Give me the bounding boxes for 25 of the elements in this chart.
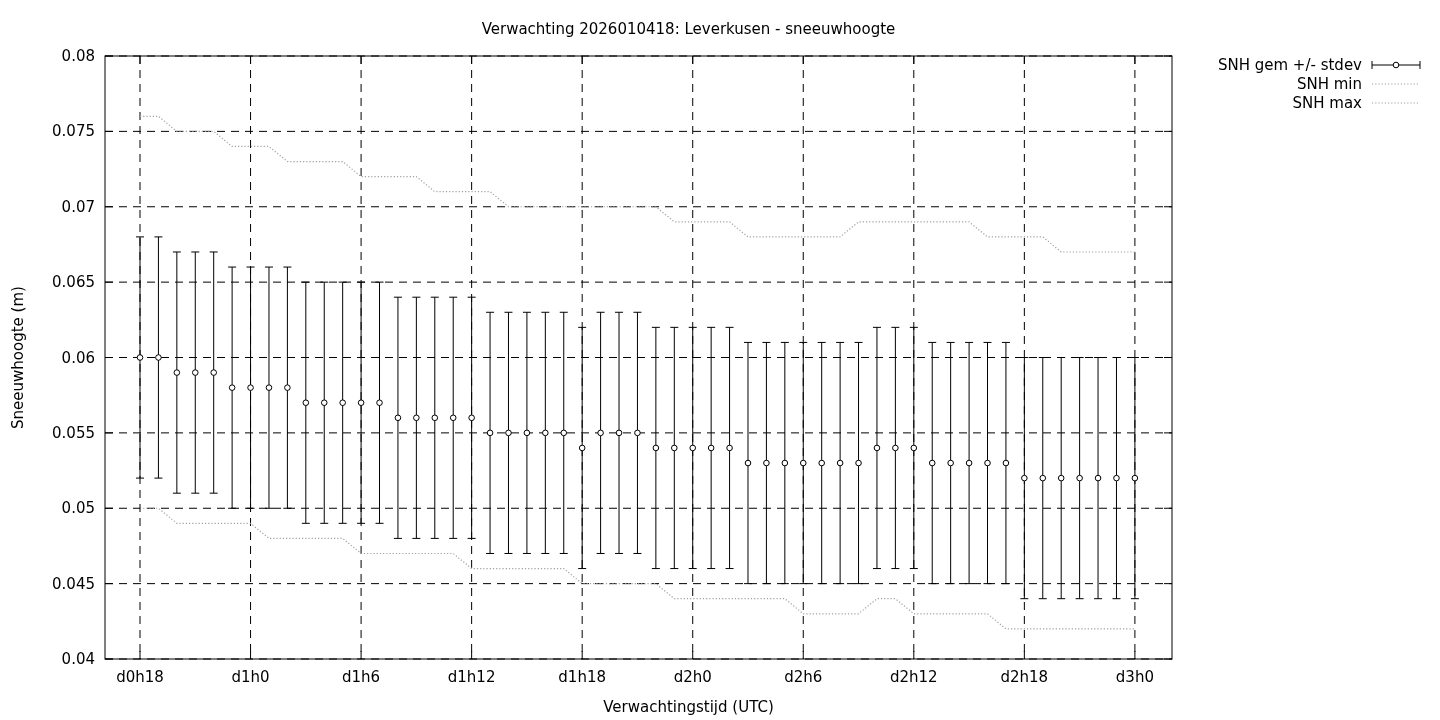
x-tick-label: d0h18 [116,668,164,686]
y-tick-label: 0.05 [61,499,95,518]
x-tick-label: d1h6 [342,668,381,686]
legend-label: SNH gem +/- stdev [1217,56,1363,74]
x-tick-label: d1h0 [231,668,270,686]
y-tick-label: 0.04 [61,650,95,668]
x-tick-label: d2h6 [784,668,823,686]
x-tick-label: d3h0 [1115,668,1154,686]
y-tick-label: 0.08 [61,47,95,65]
x-tick-label: d2h18 [1000,668,1049,686]
x-tick-label: d1h18 [558,668,607,686]
x-tick-label: d2h0 [673,668,712,686]
y-tick-label: 0.045 [52,574,95,593]
x-tick-label: d1h12 [447,668,496,686]
y-tick-label: 0.07 [61,197,95,216]
x-axis-title: Verwachtingstijd (UTC) [603,698,774,716]
legend-label: SNH max [1292,94,1363,112]
y-tick-label: 0.06 [61,348,95,367]
x-tick-label: d2h12 [889,668,938,686]
y-tick-label: 0.055 [52,423,95,442]
y-axis-title: Sneeuwhoogte (m) [9,286,27,429]
y-tick-label: 0.075 [52,122,95,141]
y-tick-label: 0.065 [52,273,95,292]
legend-label: SNH min [1296,75,1362,93]
chart-title: Verwachting 2026010418: Leverkusen - sneeuwhoogte [481,20,896,38]
